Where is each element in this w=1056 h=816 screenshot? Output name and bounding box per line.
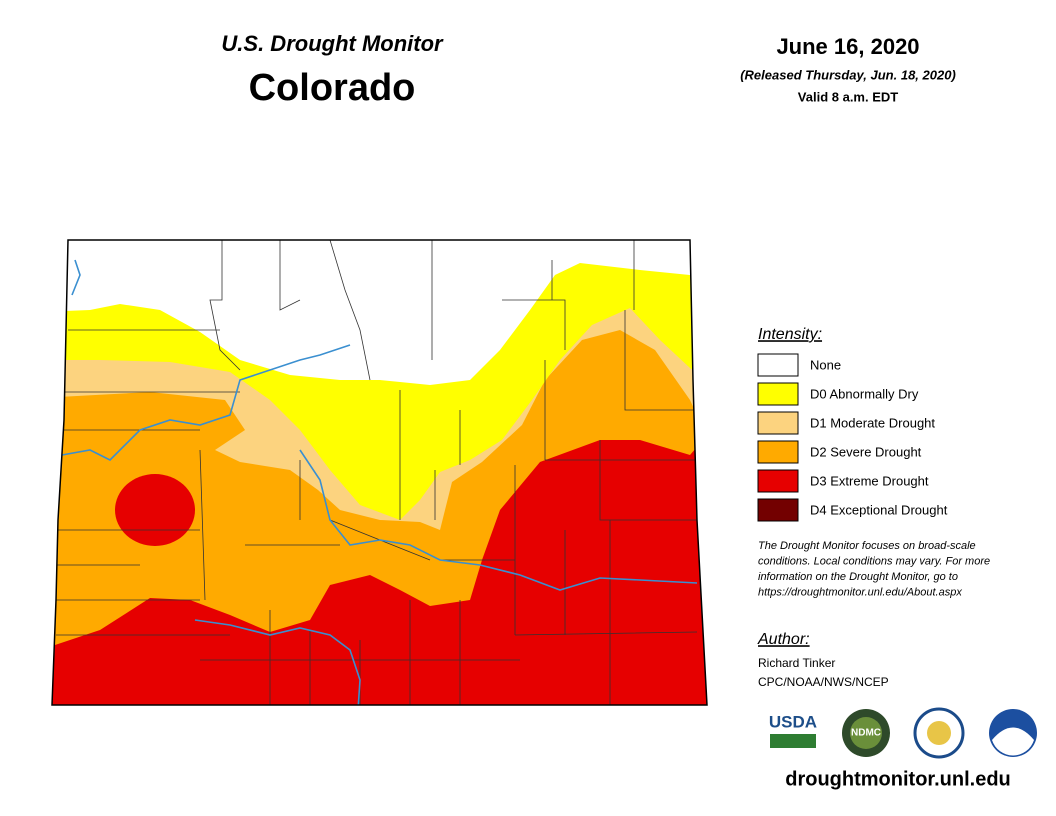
county-lines [54, 240, 698, 705]
logo-usda-stripe [770, 734, 816, 748]
legend-swatch [757, 469, 799, 493]
state-outline [51, 239, 708, 706]
legend-label: D0 Abnormally Dry [810, 386, 919, 401]
title: U.S. Drought Monitor [221, 31, 444, 56]
legend-label: D2 Severe Drought [810, 444, 922, 459]
legend: Intensity: None D0 Abnormally Dry D1 Moder… [757, 326, 948, 522]
logo-ndmc: NDMC [851, 728, 881, 739]
note-line: The Drought Monitor focuses on broad-sca… [758, 540, 976, 552]
logos: USDA NDMC [769, 707, 1037, 759]
legend-swatch [757, 382, 799, 406]
legend-swatch [757, 353, 799, 377]
map-date: June 16, 2020 [776, 34, 919, 59]
zone-none [52, 240, 707, 385]
note-line: https://droughtmonitor.unl.edu/About.asp… [758, 586, 962, 598]
logo-ndmc-inner [850, 717, 882, 749]
logo-noaa-wave [992, 727, 1034, 756]
note: The Drought Monitor focuses on broad-sca… [758, 540, 990, 599]
logo-usda: USDA [769, 712, 817, 731]
legend-swatch [757, 440, 799, 464]
legend-swatch [757, 498, 799, 522]
author-org: CPC/NOAA/NWS/NCEP [758, 675, 889, 689]
author-heading: Author: [757, 631, 810, 648]
drought-map [52, 240, 707, 705]
note-line: conditions. Local conditions may vary. F… [758, 555, 990, 567]
legend-label: D1 Moderate Drought [810, 415, 935, 430]
logo-commerce-inner [927, 721, 951, 745]
zone-d3 [115, 474, 195, 546]
author-name: Richard Tinker [758, 656, 835, 670]
release-date: (Released Thursday, Jun. 18, 2020) [740, 67, 956, 82]
note-line: information on the Drought Monitor, go t… [758, 571, 958, 583]
legend-title: Intensity: [758, 326, 822, 343]
legend-label: D3 Extreme Drought [810, 473, 929, 488]
state-name: Colorado [249, 67, 416, 109]
valid-time: Valid 8 a.m. EDT [798, 89, 898, 104]
website-url: droughtmonitor.unl.edu [785, 768, 1011, 790]
legend-swatch [757, 411, 799, 435]
legend-label: None [810, 357, 841, 372]
legend-label: D4 Exceptional Drought [810, 502, 948, 517]
rivers [61, 259, 698, 705]
